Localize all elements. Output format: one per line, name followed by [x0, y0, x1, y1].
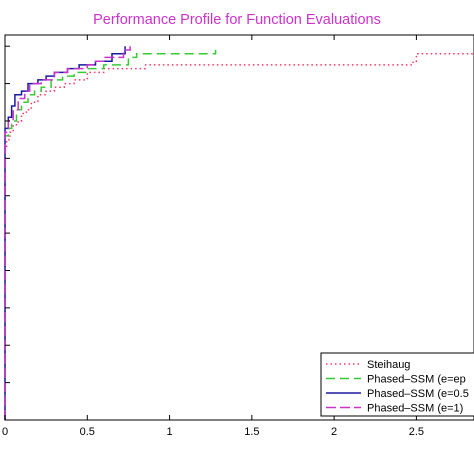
- series-line-4: [4, 46, 131, 420]
- x-tick-label: 0.5: [80, 426, 95, 438]
- x-tick-label: 2: [331, 426, 337, 438]
- legend-label-3: Phased–SSM (e=0.5: [367, 388, 469, 400]
- series-layer: [4, 46, 474, 420]
- x-tick-label: 1.5: [244, 426, 259, 438]
- legend-label-2: Phased–SSM (e=ep: [367, 374, 466, 386]
- x-tick-label: 1: [166, 426, 172, 438]
- x-tick-label: 0: [2, 426, 8, 438]
- axis-layer: 0 0.5 1 1.5 2 2.5: [2, 35, 424, 438]
- legend-box: [320, 352, 474, 417]
- x-tick-label: 2.5: [409, 426, 424, 438]
- series-line-1: [4, 52, 474, 420]
- legend-label-4: Phased–SSM (e=1): [367, 403, 463, 415]
- legend-label-1: Steihaug: [367, 359, 410, 371]
- legend: Steihaug Phased–SSM (e=ep Phased–SSM (e=0.…: [320, 352, 474, 417]
- chart-title: Performance Profile for Function Evaluat…: [93, 12, 381, 28]
